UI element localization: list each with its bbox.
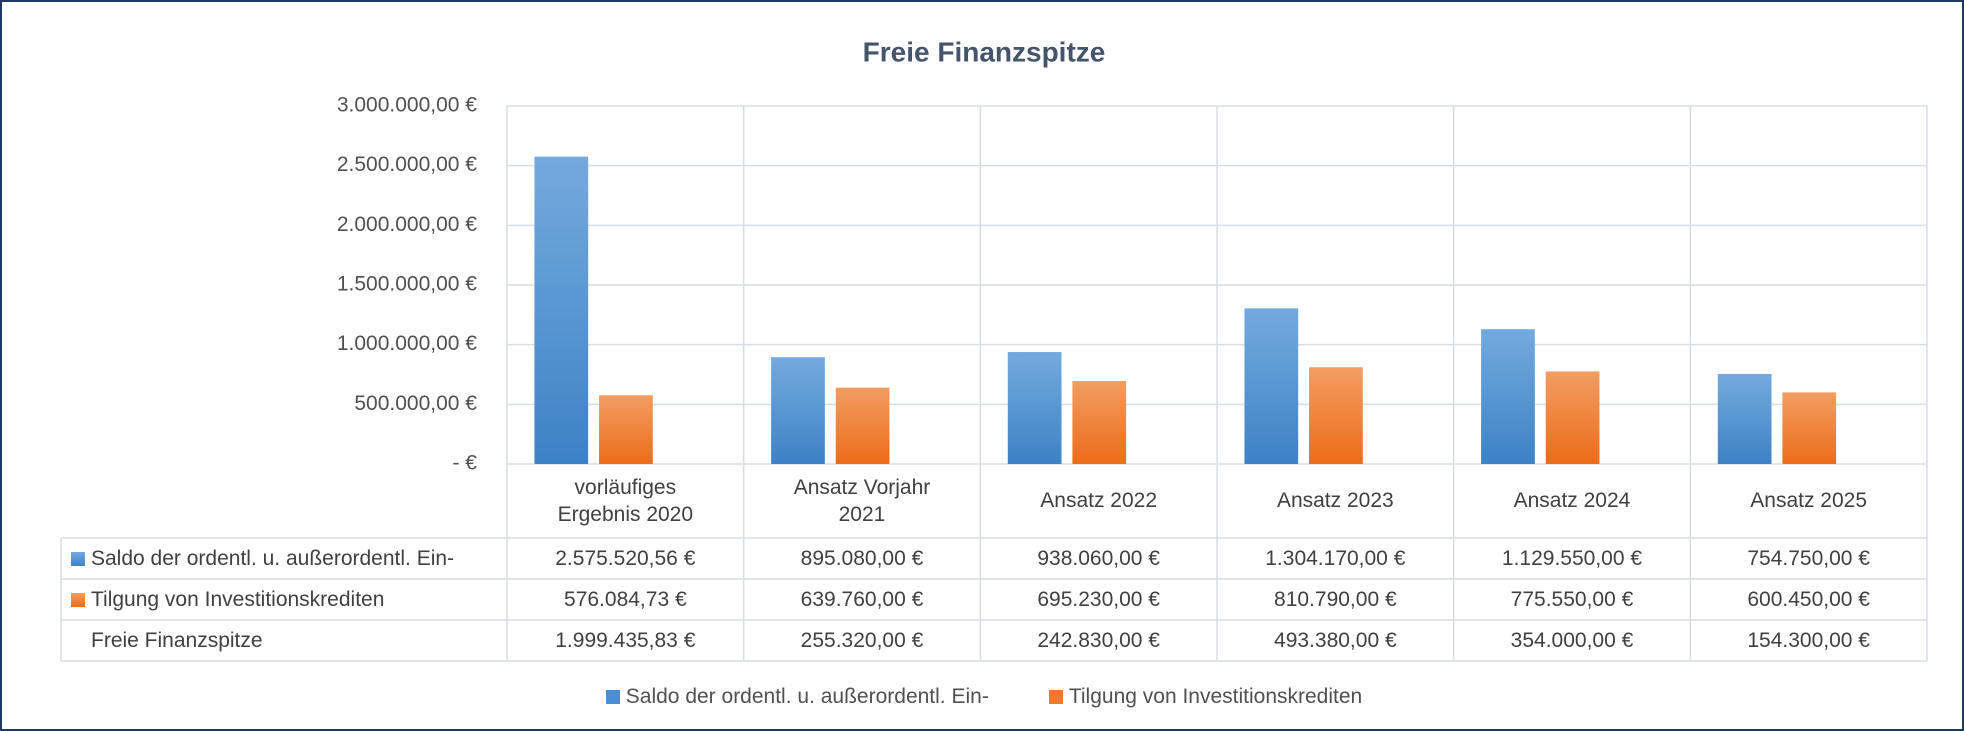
table-value: 775.550,00 €: [1510, 587, 1634, 611]
y-tick-label: 1.500.000,00 €: [337, 273, 477, 296]
legend-key: [71, 592, 85, 607]
table-value: 354.000,00 €: [1510, 628, 1634, 652]
x-tick-label: vorläufiges Ergebnis 2020: [507, 464, 744, 538]
table-value: 242.830,00 €: [1037, 628, 1160, 652]
legend-key: [1048, 690, 1063, 704]
table-value: 154.300,00 €: [1747, 628, 1870, 652]
x-tick-label: Ansatz 2022: [980, 464, 1217, 538]
bar: [1545, 371, 1600, 464]
bar: [1309, 367, 1363, 464]
bar: [599, 395, 653, 464]
table-value: 255.320,00 €: [800, 628, 924, 652]
y-tick-label: 2.000.000,00 €: [337, 213, 477, 236]
bar: [1782, 392, 1837, 464]
legend-key: [71, 634, 85, 648]
chart-title: Freie Finanzspitze: [863, 36, 1106, 67]
category-text: Ansatz 2025: [1750, 489, 1868, 513]
y-tick-label: 500.000,00 €: [354, 392, 477, 415]
bar: [1244, 308, 1299, 464]
legend-item: Saldo der ordentl. u. außerordentl. Ein-: [605, 685, 989, 709]
table-value: 639.760,00 €: [800, 587, 924, 611]
table-value: 576.084,73 €: [564, 587, 687, 611]
category-text: vorläufiges Ergebnis 2020: [557, 475, 694, 526]
x-tick-label: Ansatz Vorjahr 2021: [744, 464, 981, 538]
legend-key: [605, 690, 620, 704]
legend-item: Tilgung von Investitionskrediten: [1048, 685, 1363, 709]
bar: [835, 387, 890, 464]
legend: Saldo der ordentl. u. außerordentl. Ein-…: [2, 680, 1964, 714]
bar: [1072, 381, 1127, 464]
table-value: 600.450,00 €: [1747, 587, 1870, 611]
table-value: 1.304.170,00 €: [1265, 546, 1406, 570]
legend-label: Tilgung von Investitionskrediten: [1068, 685, 1363, 708]
y-tick-label: 2.500.000,00 €: [337, 153, 477, 176]
table-row-header: Saldo der ordentl. u. außerordentl. Ein-: [61, 538, 507, 579]
bar: [534, 156, 589, 464]
table-value: 1.999.435,83 €: [555, 628, 696, 652]
table-row-header: Tilgung von Investitionskrediten: [61, 579, 507, 620]
bar: [771, 357, 825, 464]
bar: [1481, 329, 1535, 464]
y-tick-label: 1.000.000,00 €: [337, 332, 477, 355]
x-tick-label: Ansatz 2025: [1690, 464, 1927, 538]
legend-label: Saldo der ordentl. u. außerordentl. Ein-: [625, 685, 989, 708]
table-value: 754.750,00 €: [1747, 546, 1870, 570]
table-value: 2.575.520,56 €: [555, 546, 696, 570]
category-text: Ansatz Vorjahr 2021: [793, 475, 931, 526]
bar: [1007, 352, 1062, 464]
legend-key: [71, 551, 85, 566]
table-value: 938.060,00 €: [1037, 546, 1160, 570]
x-tick-label: Ansatz 2024: [1454, 464, 1691, 538]
bar: [1717, 373, 1772, 464]
table-value: 1.129.550,00 €: [1501, 546, 1643, 570]
category-text: Ansatz 2022: [1040, 489, 1158, 513]
row-name: Saldo der ordentl. u. außerordentl. Ein-: [91, 546, 455, 570]
y-tick-label: - €: [452, 452, 477, 475]
table-value: 895.080,00 €: [800, 546, 924, 570]
row-name: Freie Finanzspitze: [91, 628, 263, 652]
x-tick-label: Ansatz 2023: [1217, 464, 1454, 538]
row-name: Tilgung von Investitionskrediten: [91, 587, 385, 611]
table-value: 493.380,00 €: [1274, 628, 1397, 652]
category-text: Ansatz 2023: [1276, 489, 1394, 513]
y-tick-label: 3.000.000,00 €: [337, 94, 477, 117]
table-value: 810.790,00 €: [1274, 587, 1397, 611]
category-text: Ansatz 2024: [1513, 489, 1631, 513]
table-row-header: Freie Finanzspitze: [61, 620, 507, 661]
table-value: 695.230,00 €: [1037, 587, 1160, 611]
